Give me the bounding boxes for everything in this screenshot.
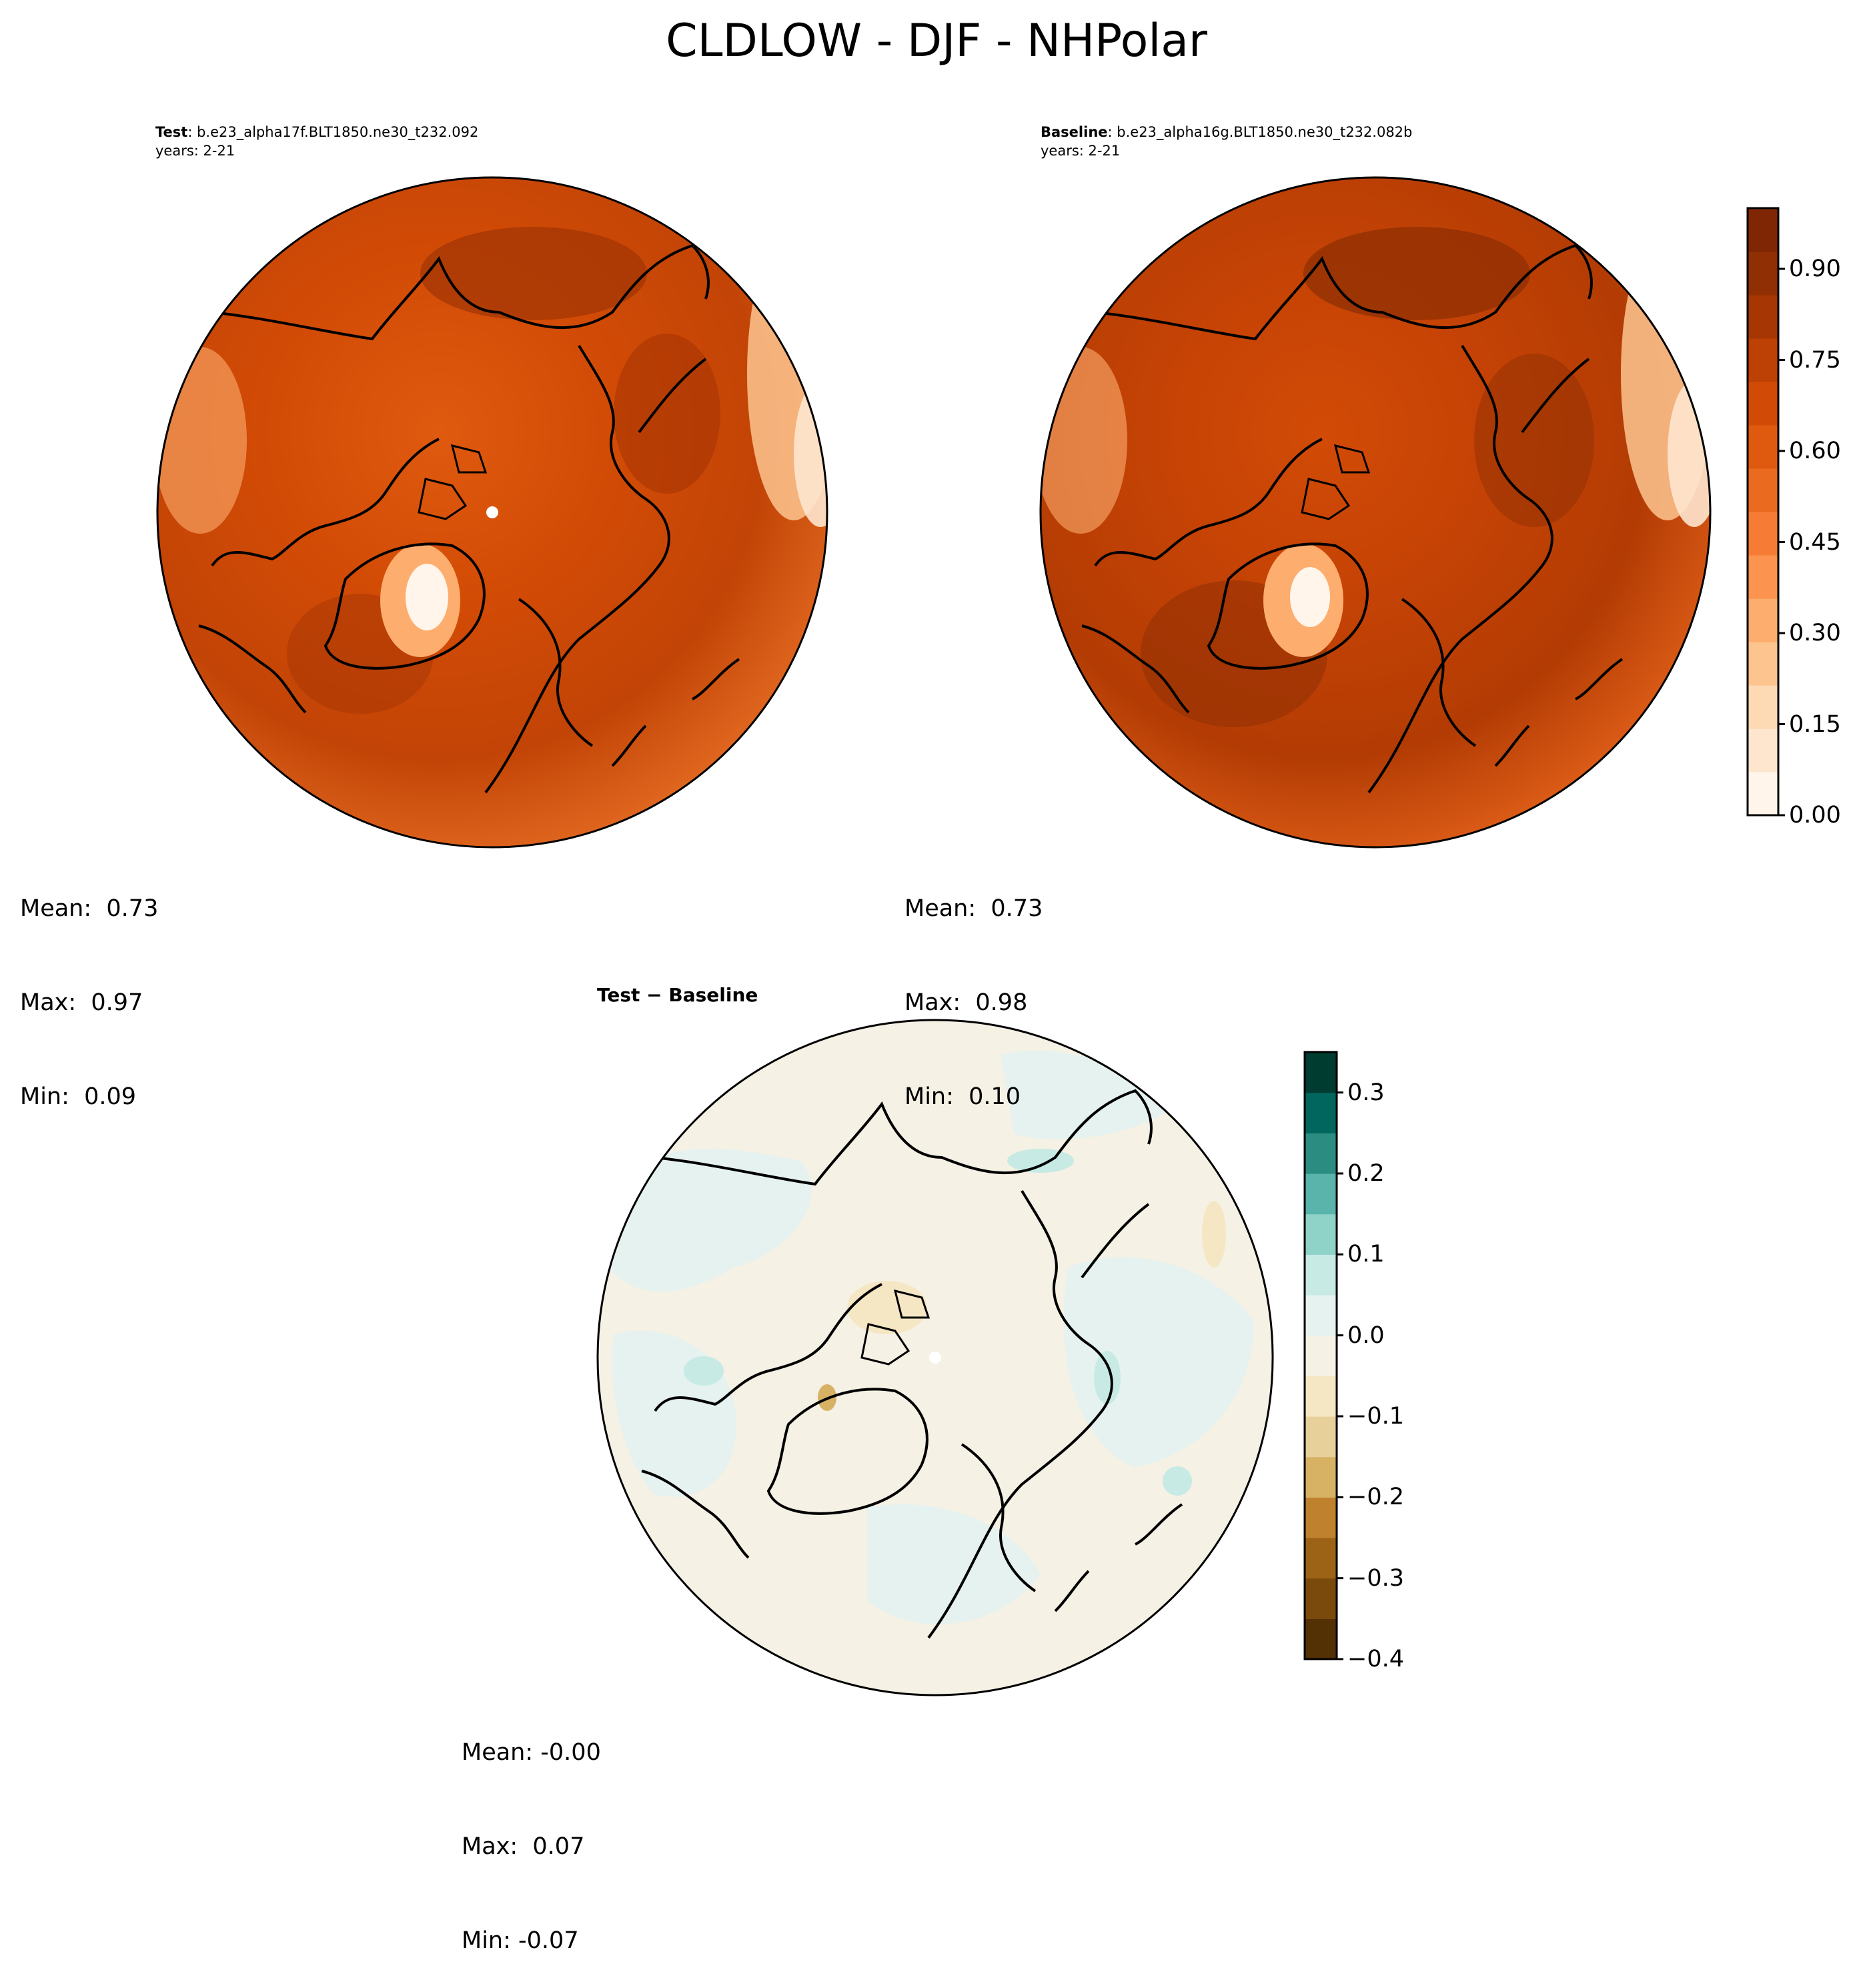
- diff-colorbar-segment: [1305, 1335, 1337, 1376]
- diff-colorbar-segment: [1305, 1618, 1337, 1660]
- diff-colorbar: [1303, 1051, 1343, 1660]
- field-colorbar-tick-label: 0.45: [1789, 528, 1841, 556]
- diff-colorbar-tick-label: −0.4: [1347, 1646, 1404, 1672]
- field-colorbar-tick-label: 0.30: [1789, 620, 1841, 646]
- baseline-mean: Mean: 0.73: [904, 895, 1043, 922]
- diff-colorbar-segment: [1305, 1254, 1337, 1296]
- field-colorbar-segment: [1748, 512, 1778, 556]
- diff-colorbar-tick-label: 0.3: [1347, 1079, 1385, 1106]
- field-colorbar-tick-label: 0.15: [1789, 710, 1841, 738]
- test-min: Min: 0.09: [20, 1083, 137, 1110]
- diff-title: Test − Baseline: [597, 984, 758, 1006]
- baseline-case: : b.e23_alpha16g.BLT1850.ne30_t232.082b: [1107, 124, 1413, 140]
- field-colorbar-tick-label: 0.75: [1789, 346, 1841, 374]
- diff-colorbar-segment: [1305, 1416, 1337, 1458]
- diff-colorbar-tick-label: 0.0: [1347, 1322, 1385, 1349]
- diff-colorbar-frame: [1303, 1051, 1338, 1660]
- figure-canvas: [156, 176, 1785, 1696]
- field-colorbar-segment: [1748, 252, 1778, 296]
- field-colorbar-tick-label: 0.90: [1789, 256, 1841, 282]
- field-colorbar-segment: [1748, 685, 1778, 729]
- field-colorbar-segment: [1748, 382, 1778, 426]
- baseline-min: Min: 0.10: [904, 1083, 1021, 1110]
- diff-colorbar-segment: [1305, 1213, 1337, 1255]
- diff-colorbar-tick-label: 0.2: [1347, 1160, 1385, 1187]
- field-colorbar-frame: [1746, 207, 1780, 817]
- field-colorbar-tick-label: 0.60: [1789, 438, 1841, 464]
- diff-colorbar-tick-label: 0.1: [1347, 1241, 1385, 1268]
- field-colorbar-segment: [1748, 468, 1778, 512]
- diff-colorbar-segment: [1305, 1376, 1337, 1417]
- diff-stats: Mean: -0.00 Max: 0.07 Min: -0.07: [462, 1674, 601, 1988]
- field-colorbar-segment: [1748, 772, 1778, 816]
- field-colorbar: [1746, 207, 1785, 817]
- field-colorbar-segment: [1748, 425, 1778, 469]
- figure-title: CLDLOW - DJF - NHPolar: [666, 15, 1207, 67]
- diff-colorbar-segment: [1305, 1173, 1337, 1215]
- test-mean: Mean: 0.73: [20, 895, 159, 922]
- test-years: years: 2-21: [155, 143, 235, 159]
- diff-colorbar-segment: [1305, 1456, 1337, 1498]
- diff-colorbar-tick-label: −0.3: [1347, 1564, 1404, 1592]
- baseline-years: years: 2-21: [1041, 143, 1121, 159]
- test-max: Max: 0.97: [20, 989, 143, 1016]
- diff-map: [596, 1019, 1274, 1696]
- diff-mean: Mean: -0.00: [462, 1739, 601, 1766]
- baseline-max: Max: 0.98: [904, 989, 1028, 1016]
- baseline-map: [1039, 176, 1712, 849]
- diff-colorbar-segment: [1305, 1133, 1337, 1174]
- field-colorbar-segment: [1748, 728, 1778, 773]
- diff-colorbar-segment: [1305, 1052, 1337, 1093]
- test-map: [156, 176, 828, 849]
- baseline-stats: Mean: 0.73 Max: 0.98 Min: 0.10: [904, 831, 1043, 1144]
- field-colorbar-segment: [1748, 555, 1778, 599]
- diff-colorbar-segment: [1305, 1497, 1337, 1538]
- test-label: Test: [155, 124, 188, 140]
- diff-min: Min: -0.07: [462, 1927, 579, 1954]
- field-colorbar-segment: [1748, 598, 1778, 642]
- test-caption: Test: b.e23_alpha17f.BLT1850.ne30_t232.0…: [155, 123, 478, 141]
- field-colorbar-segment: [1748, 208, 1778, 252]
- field-colorbar-tick-label: 0.00: [1789, 802, 1841, 829]
- diff-colorbar-tick-label: −0.1: [1347, 1403, 1404, 1430]
- field-colorbar-segment: [1748, 338, 1778, 382]
- diff-colorbar-segment: [1305, 1578, 1337, 1619]
- diff-colorbar-segment: [1305, 1092, 1337, 1133]
- test-case: : b.e23_alpha17f.BLT1850.ne30_t232.092: [187, 124, 479, 140]
- diff-colorbar-tick-label: −0.2: [1347, 1484, 1404, 1511]
- test-stats: Mean: 0.73 Max: 0.97 Min: 0.09: [20, 831, 158, 1144]
- field-colorbar-segment: [1748, 295, 1778, 339]
- diff-colorbar-segment: [1305, 1538, 1337, 1579]
- baseline-label: Baseline: [1041, 124, 1108, 140]
- baseline-caption: Baseline: b.e23_alpha16g.BLT1850.ne30_t2…: [1041, 123, 1412, 141]
- field-colorbar-segment: [1748, 642, 1778, 686]
- diff-max: Max: 0.07: [462, 1833, 585, 1860]
- diff-colorbar-segment: [1305, 1295, 1337, 1336]
